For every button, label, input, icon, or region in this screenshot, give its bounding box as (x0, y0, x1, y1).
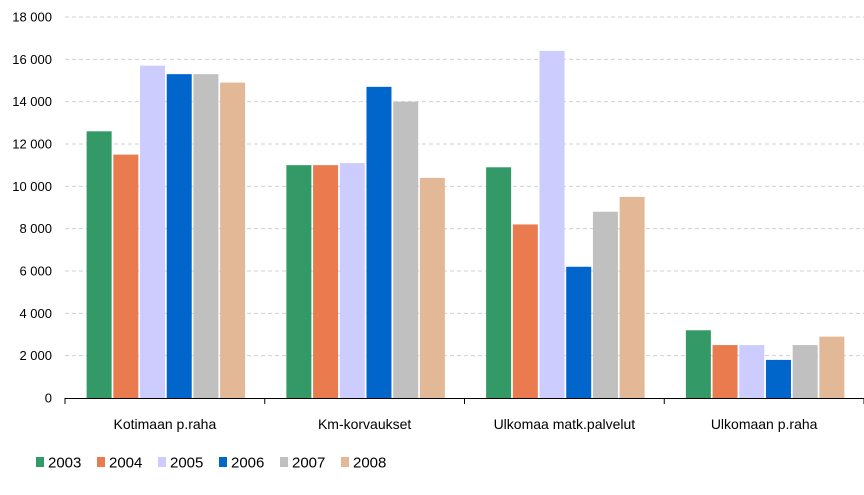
y-tick-label: 16 000 (12, 52, 52, 67)
bar (486, 167, 512, 398)
legend-swatch (280, 457, 288, 467)
bar (286, 165, 312, 398)
y-tick-label: 2 000 (19, 348, 52, 363)
legend-swatch (36, 457, 44, 467)
bar (539, 50, 565, 398)
bar (193, 74, 219, 399)
legend-label: 2008 (353, 455, 386, 472)
bar (140, 65, 166, 398)
y-tick-label: 0 (45, 391, 52, 406)
legend-swatch (97, 457, 105, 467)
bar (819, 336, 845, 398)
legend: 2003 2004 2005 2006 2007 2008 (36, 455, 386, 472)
bar (220, 82, 246, 398)
labels: 0 2 000 4 000 6 000 8 000 10 000 12 000 14 000 1… (12, 10, 817, 433)
y-tick-label: 6 000 (19, 264, 52, 279)
bar (339, 163, 365, 398)
bar (113, 154, 139, 398)
y-tick-label: 4 000 (19, 306, 52, 321)
legend-label: 2003 (48, 455, 81, 472)
bar (739, 345, 765, 398)
bar (592, 211, 618, 398)
legend-swatch (158, 457, 166, 467)
legend-label: 2006 (231, 455, 264, 472)
bars (86, 50, 845, 399)
bar (86, 131, 112, 399)
y-tick-label: 18 000 (12, 10, 52, 25)
y-tick-label: 12 000 (12, 137, 52, 152)
x-category-label: Km-korvaukset (318, 416, 411, 432)
y-tick-label: 10 000 (12, 179, 52, 194)
x-category-label: Ulkomaa matk.palvelut (494, 416, 636, 432)
x-category-label: Kotimaan p.raha (114, 416, 217, 432)
bar (512, 224, 538, 398)
legend-label: 2005 (170, 455, 203, 472)
y-tick-label: 14 000 (12, 94, 52, 109)
axes (64, 398, 864, 404)
bar (166, 74, 192, 399)
legend-swatch (219, 457, 227, 467)
bar (366, 86, 392, 398)
x-category-label: Ulkomaan p.raha (711, 416, 818, 432)
bar (566, 266, 592, 398)
legend-label: 2007 (292, 455, 325, 472)
bar (792, 345, 818, 398)
bar (685, 330, 711, 398)
legend-label: 2004 (109, 455, 142, 472)
bar (419, 177, 445, 398)
y-tick-label: 8 000 (19, 221, 52, 236)
bar (619, 196, 645, 398)
bar (765, 359, 791, 398)
bar (712, 345, 738, 398)
bar (313, 165, 339, 398)
legend-swatch (341, 457, 349, 467)
bar (393, 101, 419, 399)
